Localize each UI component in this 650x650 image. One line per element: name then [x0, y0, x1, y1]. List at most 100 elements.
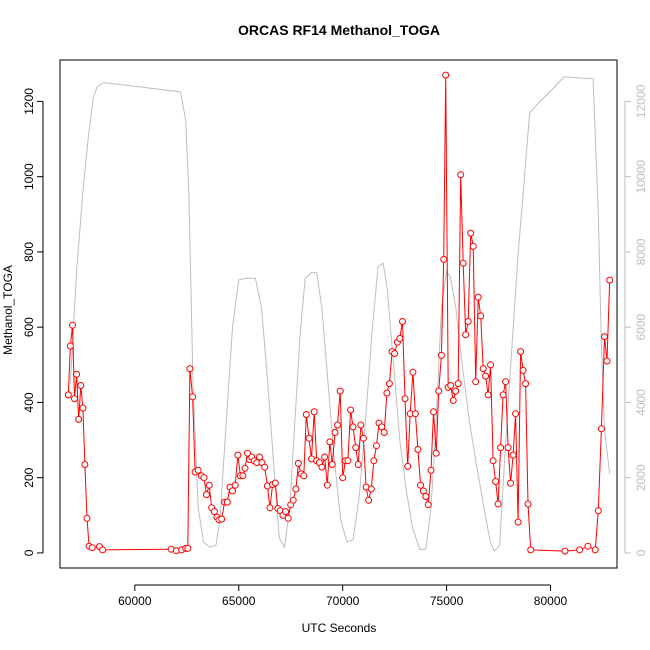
data-point — [399, 318, 406, 325]
data-point — [594, 507, 602, 515]
y-tick-label: 400 — [22, 392, 36, 412]
data-point — [396, 335, 404, 342]
data-point — [359, 434, 367, 442]
y2-tick-label: 0 — [634, 549, 648, 556]
data-point — [66, 342, 74, 350]
data-point — [447, 382, 455, 389]
data-point — [497, 444, 505, 452]
data-point — [347, 406, 355, 414]
data-point — [437, 351, 445, 359]
x-tick-label: 60000 — [118, 594, 152, 608]
data-point — [200, 474, 208, 482]
data-point — [75, 415, 83, 423]
data-point — [231, 481, 239, 489]
data-point — [524, 500, 532, 508]
data-point — [509, 451, 517, 459]
data-point — [591, 546, 599, 554]
data-point — [442, 71, 450, 79]
data-point — [354, 461, 362, 468]
data-point — [472, 378, 480, 386]
data-point — [561, 547, 569, 555]
data-point — [81, 461, 89, 468]
data-point — [302, 411, 310, 418]
data-point — [606, 276, 614, 284]
data-point — [422, 493, 430, 500]
data-point — [499, 391, 507, 399]
x-tick-label: 65000 — [222, 594, 256, 608]
data-point — [597, 425, 605, 433]
data-point — [271, 479, 279, 487]
data-point — [218, 515, 226, 523]
data-point — [344, 457, 352, 465]
data-point — [244, 449, 251, 457]
data-point — [352, 444, 360, 452]
y2-tick-label: 10000 — [634, 160, 648, 194]
data-point — [282, 508, 289, 516]
data-point — [77, 382, 85, 389]
data-point — [326, 438, 334, 446]
data-point — [504, 444, 512, 452]
data-point — [391, 350, 399, 357]
y-tick-label: 600 — [22, 317, 36, 337]
data-point — [435, 387, 443, 395]
x-tick-label: 80000 — [534, 594, 568, 608]
y2-tick-label: 12000 — [634, 84, 648, 118]
data-point — [88, 544, 96, 552]
data-point — [424, 501, 432, 509]
data-point — [321, 453, 329, 461]
data-point — [331, 429, 339, 436]
data-point — [373, 442, 380, 450]
data-point — [507, 479, 515, 487]
data-point — [229, 487, 236, 495]
y-axis-right: 0 2000 4000 6000 8000 10000 12000 — [624, 84, 648, 556]
y2-tick-label: 2000 — [634, 464, 648, 491]
series-ggalt — [69, 76, 611, 553]
data-point — [365, 496, 373, 504]
data-point — [489, 457, 497, 465]
data-point — [454, 380, 462, 388]
data-point — [357, 421, 365, 429]
data-point — [234, 451, 242, 459]
data-point — [467, 229, 475, 237]
data-point — [584, 542, 592, 550]
data-point — [205, 481, 213, 489]
y2-tick-label: 6000 — [634, 314, 648, 341]
data-point — [459, 259, 467, 267]
data-point — [349, 423, 357, 431]
data-point — [289, 496, 297, 504]
data-point — [514, 518, 522, 526]
data-point — [427, 466, 435, 474]
data-point — [576, 546, 584, 554]
y-tick-label: 800 — [22, 242, 36, 262]
y-axis-label: Methanol_TOGA — [1, 265, 15, 355]
data-point — [194, 466, 202, 474]
data-point — [527, 546, 535, 554]
data-point — [401, 395, 409, 403]
data-point — [64, 391, 72, 399]
data-point — [522, 380, 530, 388]
data-point — [440, 255, 448, 263]
data-point — [305, 434, 313, 442]
data-point — [380, 429, 388, 436]
x-tick-label: 70000 — [326, 594, 360, 608]
data-point — [241, 464, 249, 472]
plot-frame — [59, 59, 618, 569]
data-point — [474, 293, 482, 301]
data-point — [334, 421, 341, 429]
data-point — [69, 321, 76, 329]
data-point — [328, 461, 336, 468]
data-point — [411, 410, 419, 418]
data-point — [186, 365, 194, 373]
data-point — [323, 481, 331, 489]
data-point — [370, 457, 378, 465]
y2-tick-label: 4000 — [634, 389, 648, 416]
data-point — [603, 357, 611, 365]
data-point — [487, 361, 495, 369]
data-point — [432, 449, 440, 457]
y-tick-label: 1000 — [22, 163, 36, 190]
data-point — [449, 397, 457, 404]
data-point — [266, 504, 274, 512]
data-point — [336, 387, 344, 395]
data-point — [73, 370, 81, 378]
